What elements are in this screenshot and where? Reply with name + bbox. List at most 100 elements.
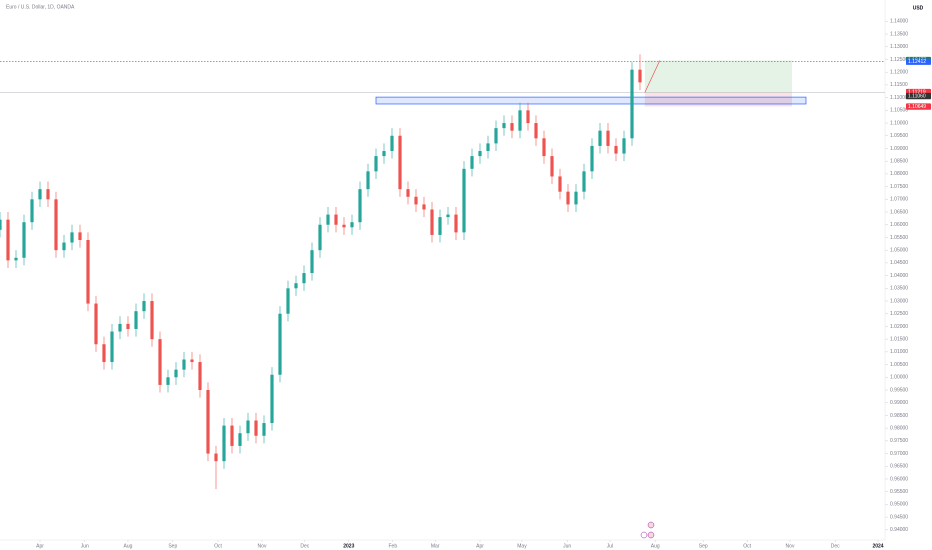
candle-body bbox=[22, 222, 26, 258]
y-tick-label: 1.03000 bbox=[890, 298, 908, 304]
candle-body bbox=[558, 176, 562, 192]
candle-body bbox=[358, 189, 362, 223]
y-tick-label: 1.08000 bbox=[890, 171, 908, 177]
candle-body bbox=[294, 283, 298, 289]
candle-body bbox=[366, 171, 370, 190]
x-tick-label: Jul bbox=[607, 543, 613, 549]
candle-body bbox=[46, 189, 50, 200]
x-tick-label: Sep bbox=[699, 543, 708, 549]
y-tick-label: 0.94000 bbox=[890, 527, 908, 533]
zone bbox=[375, 96, 807, 105]
y-tick-label: 1.05000 bbox=[890, 247, 908, 253]
event-icons bbox=[640, 521, 655, 539]
candle-body bbox=[0, 219, 2, 230]
candle-body bbox=[470, 156, 474, 169]
candle-body bbox=[206, 390, 210, 454]
candle-body bbox=[334, 214, 338, 225]
candle-body bbox=[190, 359, 194, 363]
candle-body bbox=[350, 222, 354, 228]
candle-body bbox=[382, 151, 386, 157]
y-tick-label: 1.05500 bbox=[890, 235, 908, 241]
candle-body bbox=[398, 135, 402, 190]
candle-body bbox=[78, 232, 82, 240]
y-tick-label: 1.07500 bbox=[890, 184, 908, 190]
candle-body bbox=[102, 344, 106, 363]
y-tick-label: 1.12000 bbox=[890, 70, 908, 76]
candle-body bbox=[446, 214, 450, 218]
x-tick-label: Mar bbox=[431, 543, 440, 549]
candle-body bbox=[414, 196, 418, 205]
candle-body bbox=[158, 339, 162, 385]
y-tick-label: 0.96500 bbox=[890, 464, 908, 470]
candle-body bbox=[142, 301, 146, 312]
x-tick-label: Aug bbox=[124, 543, 133, 549]
candle-body bbox=[630, 69, 634, 139]
candle-body bbox=[430, 209, 434, 235]
y-tick-label: 0.98500 bbox=[890, 413, 908, 419]
candle-body bbox=[574, 191, 578, 205]
y-tick-label: 1.09500 bbox=[890, 133, 908, 139]
candle-body bbox=[54, 199, 58, 251]
y-tick-label: 0.95500 bbox=[890, 489, 908, 495]
candle-body bbox=[326, 214, 330, 225]
candle-body bbox=[534, 123, 538, 139]
position-path bbox=[644, 60, 661, 93]
candle-body bbox=[526, 110, 530, 124]
y-tick-label: 1.06500 bbox=[890, 209, 908, 215]
candle-body bbox=[238, 433, 242, 446]
y-tick-label: 1.13500 bbox=[890, 31, 908, 37]
candle-body bbox=[270, 374, 274, 424]
candle-body bbox=[94, 303, 98, 345]
candle-body bbox=[374, 156, 378, 172]
candle-body bbox=[134, 311, 138, 329]
candle-body bbox=[454, 214, 458, 233]
candle-body bbox=[198, 362, 202, 390]
candle-body bbox=[62, 242, 66, 251]
price-label: 1.10649 bbox=[908, 104, 926, 110]
candle-body bbox=[6, 219, 10, 261]
y-tick-label: 1.08500 bbox=[890, 159, 908, 165]
candle-body bbox=[406, 189, 410, 197]
candle-body bbox=[118, 323, 122, 332]
y-tick-label: 0.99000 bbox=[890, 400, 908, 406]
candle-body bbox=[302, 273, 306, 284]
y-tick-label: 1.01000 bbox=[890, 349, 908, 355]
candle-body bbox=[38, 189, 42, 200]
candle-body bbox=[126, 323, 130, 329]
y-tick-label: 1.13000 bbox=[890, 44, 908, 50]
candle-body bbox=[318, 224, 322, 251]
y-tick-label: 0.95000 bbox=[890, 502, 908, 508]
candle-body bbox=[438, 217, 442, 235]
y-tick-label: 1.01500 bbox=[890, 336, 908, 342]
candle-body bbox=[502, 123, 506, 129]
y-tick-label: 0.99500 bbox=[890, 387, 908, 393]
x-tick-label: May bbox=[517, 543, 527, 549]
candle-body bbox=[598, 130, 602, 146]
x-tick-label: 2024 bbox=[872, 543, 883, 549]
x-tick-label: Aug bbox=[651, 543, 660, 549]
candle-body bbox=[214, 453, 218, 462]
candle-body bbox=[110, 331, 114, 363]
candle-body bbox=[510, 123, 514, 131]
stop-area bbox=[644, 92, 792, 107]
candle-body bbox=[550, 156, 554, 177]
y-tick-label: 0.94500 bbox=[890, 514, 908, 520]
price-label: 1.11219 bbox=[908, 89, 926, 95]
candle-body bbox=[222, 425, 226, 462]
candle-body bbox=[254, 420, 258, 436]
candle-body bbox=[582, 171, 586, 192]
candle-body bbox=[486, 143, 490, 152]
y-tick-label: 1.11500 bbox=[890, 82, 908, 88]
price-label: 1.11060 bbox=[908, 93, 926, 99]
x-tick-label: 2023 bbox=[343, 543, 354, 549]
candle-body bbox=[590, 145, 594, 172]
candle-body bbox=[462, 168, 466, 233]
y-tick-label: 1.10000 bbox=[890, 120, 908, 126]
candle-body bbox=[150, 301, 154, 340]
y-tick-label: 0.97000 bbox=[890, 451, 908, 457]
currency: USD bbox=[913, 5, 924, 11]
y-tick-label: 0.97500 bbox=[890, 438, 908, 444]
candle-body bbox=[30, 199, 34, 223]
x-tick-label: Oct bbox=[214, 543, 222, 549]
